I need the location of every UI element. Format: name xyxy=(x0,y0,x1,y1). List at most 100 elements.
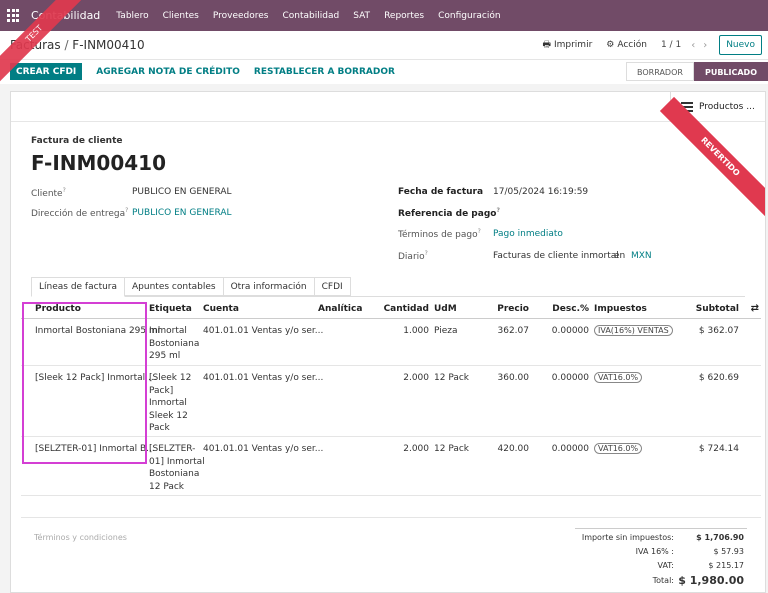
menu-clientes[interactable]: Clientes xyxy=(162,10,199,21)
table-row[interactable]: [SELZTER-01] Inmortal B... [SELZTER- 01]… xyxy=(21,437,761,496)
row-discount[interactable]: 0.00000 xyxy=(551,373,589,383)
printer-icon: 🖶 xyxy=(542,40,551,50)
button-box: Productos ... xyxy=(11,92,765,122)
status-posted[interactable]: PUBLICADO xyxy=(693,62,768,81)
invoice-date-label: Fecha de factura xyxy=(398,187,484,197)
print-button[interactable]: 🖶 Imprimir xyxy=(542,37,592,53)
untaxed-label: Importe sin impuestos: xyxy=(581,533,674,542)
row-uom[interactable]: 12 Pack xyxy=(434,444,470,454)
row-tax-badge[interactable]: IVA(16%) VENTAS xyxy=(594,325,673,336)
totals-divider xyxy=(575,528,747,529)
action-label: Acción xyxy=(617,40,647,50)
products-label: Productos ... xyxy=(699,101,755,112)
customer-value[interactable]: PUBLICO EN GENERAL xyxy=(132,187,232,197)
row-subtotal: $ 620.69 xyxy=(698,373,739,383)
row-product[interactable]: [Sleek 12 Pack] Inmortal ... xyxy=(35,373,157,383)
row-label-line: 12 Pack xyxy=(149,481,185,492)
total-label: Total: xyxy=(652,576,674,585)
pager-prev-icon[interactable]: ‹ xyxy=(691,39,696,51)
row-price[interactable]: 362.07 xyxy=(497,326,530,336)
reset-to-draft-button[interactable]: RESTABLECER A BORRADOR xyxy=(253,66,395,77)
add-line-row[interactable] xyxy=(21,496,761,518)
menu-tablero[interactable]: Tablero xyxy=(116,10,149,21)
create-cfdi-button[interactable]: CREAR CFDI xyxy=(10,63,83,80)
iva-value: $ 57.93 xyxy=(713,547,744,556)
row-quantity[interactable]: 1.000 xyxy=(403,326,429,336)
row-label-line: Pack xyxy=(149,423,170,433)
terms-conditions-field[interactable]: Términos y condiciones xyxy=(34,533,127,542)
gear-icon: ⚙ xyxy=(606,40,615,50)
menu-configuracion[interactable]: Configuración xyxy=(438,10,501,21)
row-label-line: [SELZTER- xyxy=(149,444,196,454)
col-product[interactable]: Producto xyxy=(35,304,81,314)
row-product[interactable]: Inmortal Bostoniana 295 ml xyxy=(35,326,161,336)
currency-value[interactable]: MXN xyxy=(631,251,652,261)
row-quantity[interactable]: 2.000 xyxy=(403,444,429,454)
row-tax-badge[interactable]: VAT16.0% xyxy=(594,443,643,454)
col-quantity[interactable]: Cantidad xyxy=(383,304,429,314)
row-label[interactable]: [Sleek 12 Pack] Inmortal Sleek 12 Pack xyxy=(149,372,191,435)
status-draft[interactable]: BORRADOR xyxy=(626,62,694,81)
payment-ref-label: Referencia de pago? xyxy=(398,207,500,219)
pager-next-icon[interactable]: › xyxy=(703,39,708,51)
table-row[interactable]: [Sleek 12 Pack] Inmortal ... [Sleek 12 P… xyxy=(21,366,761,437)
menu-contabilidad[interactable]: Contabilidad xyxy=(282,10,340,21)
row-quantity[interactable]: 2.000 xyxy=(403,373,429,383)
invoice-date-value[interactable]: 17/05/2024 16:19:59 xyxy=(493,187,589,197)
control-right: 🖶 Imprimir ⚙ Acción 1 / 1 ‹ › Nuevo xyxy=(542,35,762,55)
tab-journal-items[interactable]: Apuntes contables xyxy=(125,277,224,296)
table-row[interactable]: Inmortal Bostoniana 295 ml Inmortal Bost… xyxy=(21,319,761,366)
new-button[interactable]: Nuevo xyxy=(719,35,762,55)
delivery-value[interactable]: PUBLICO EN GENERAL xyxy=(132,208,232,218)
iva-label: IVA 16% : xyxy=(635,547,674,556)
col-uom[interactable]: UdM xyxy=(434,304,457,314)
col-analytic[interactable]: Analítica xyxy=(318,304,363,314)
print-label: Imprimir xyxy=(553,40,593,50)
row-product[interactable]: [SELZTER-01] Inmortal B... xyxy=(35,444,155,454)
invoice-lines-table: Producto Etiqueta Cuenta Analítica Canti… xyxy=(21,299,761,518)
add-credit-note-button[interactable]: AGREGAR NOTA DE CRÉDITO xyxy=(96,66,240,77)
row-tax-badge[interactable]: VAT16.0% xyxy=(594,372,643,383)
col-taxes[interactable]: Impuestos xyxy=(594,304,647,314)
control-panel: Facturas / F-INM00410 🖶 Imprimir ⚙ Acció… xyxy=(0,31,768,60)
menu-proveedores[interactable]: Proveedores xyxy=(212,10,269,21)
pager-value[interactable]: 1 / 1 xyxy=(660,40,682,50)
menu-sat[interactable]: SAT xyxy=(353,10,371,21)
menu-reportes[interactable]: Reportes xyxy=(384,10,425,21)
payment-terms-label: Términos de pago? xyxy=(398,228,481,240)
payment-terms-value[interactable]: Pago inmediato xyxy=(493,229,563,239)
col-subtotal[interactable]: Subtotal xyxy=(695,304,739,314)
payment-ref-input[interactable] xyxy=(493,207,693,219)
row-account[interactable]: 401.01.01 Ventas y/o ser... xyxy=(203,326,324,336)
notebook-tabs: Líneas de factura Apuntes contables Otra… xyxy=(31,277,745,297)
form-actionbar: CREAR CFDI AGREGAR NOTA DE CRÉDITO RESTA… xyxy=(0,61,768,82)
customer-label: Cliente? xyxy=(31,187,66,199)
col-label[interactable]: Etiqueta xyxy=(149,304,192,314)
row-account[interactable]: 401.01.01 Ventas y/o ser... xyxy=(203,444,324,454)
row-discount[interactable]: 0.00000 xyxy=(551,444,589,454)
row-price[interactable]: 420.00 xyxy=(497,444,530,454)
row-discount[interactable]: 0.00000 xyxy=(551,326,589,336)
row-label[interactable]: Inmortal Bostoniana 295 ml xyxy=(149,325,199,363)
column-settings-icon[interactable]: ⇄ xyxy=(750,303,759,314)
total-value: $ 1,980.00 xyxy=(678,574,744,587)
tab-invoice-lines[interactable]: Líneas de factura xyxy=(31,277,126,297)
journal-value[interactable]: Facturas de cliente inmortal xyxy=(493,251,619,261)
row-uom[interactable]: Pieza xyxy=(434,326,458,336)
row-price[interactable]: 360.00 xyxy=(497,373,530,383)
tab-cfdi[interactable]: CFDI xyxy=(314,277,351,296)
col-price[interactable]: Precio xyxy=(497,304,529,314)
row-uom[interactable]: 12 Pack xyxy=(434,373,470,383)
journal-label: Diario? xyxy=(398,250,428,262)
tab-other-info[interactable]: Otra información xyxy=(223,277,315,296)
row-label-line: Bostoniana xyxy=(149,469,200,479)
col-discount[interactable]: Desc.% xyxy=(552,304,589,314)
untaxed-value: $ 1,706.90 xyxy=(696,533,744,542)
col-account[interactable]: Cuenta xyxy=(203,304,239,314)
row-account[interactable]: 401.01.01 Ventas y/o ser... xyxy=(203,373,324,383)
action-button[interactable]: ⚙ Acción xyxy=(606,40,647,50)
row-label[interactable]: [SELZTER- 01] Inmortal Bostoniana 12 Pac… xyxy=(149,443,205,493)
apps-menu-icon[interactable] xyxy=(7,8,21,23)
row-label-line: [Sleek 12 xyxy=(149,373,192,383)
delivery-label: Dirección de entrega? xyxy=(31,207,129,219)
